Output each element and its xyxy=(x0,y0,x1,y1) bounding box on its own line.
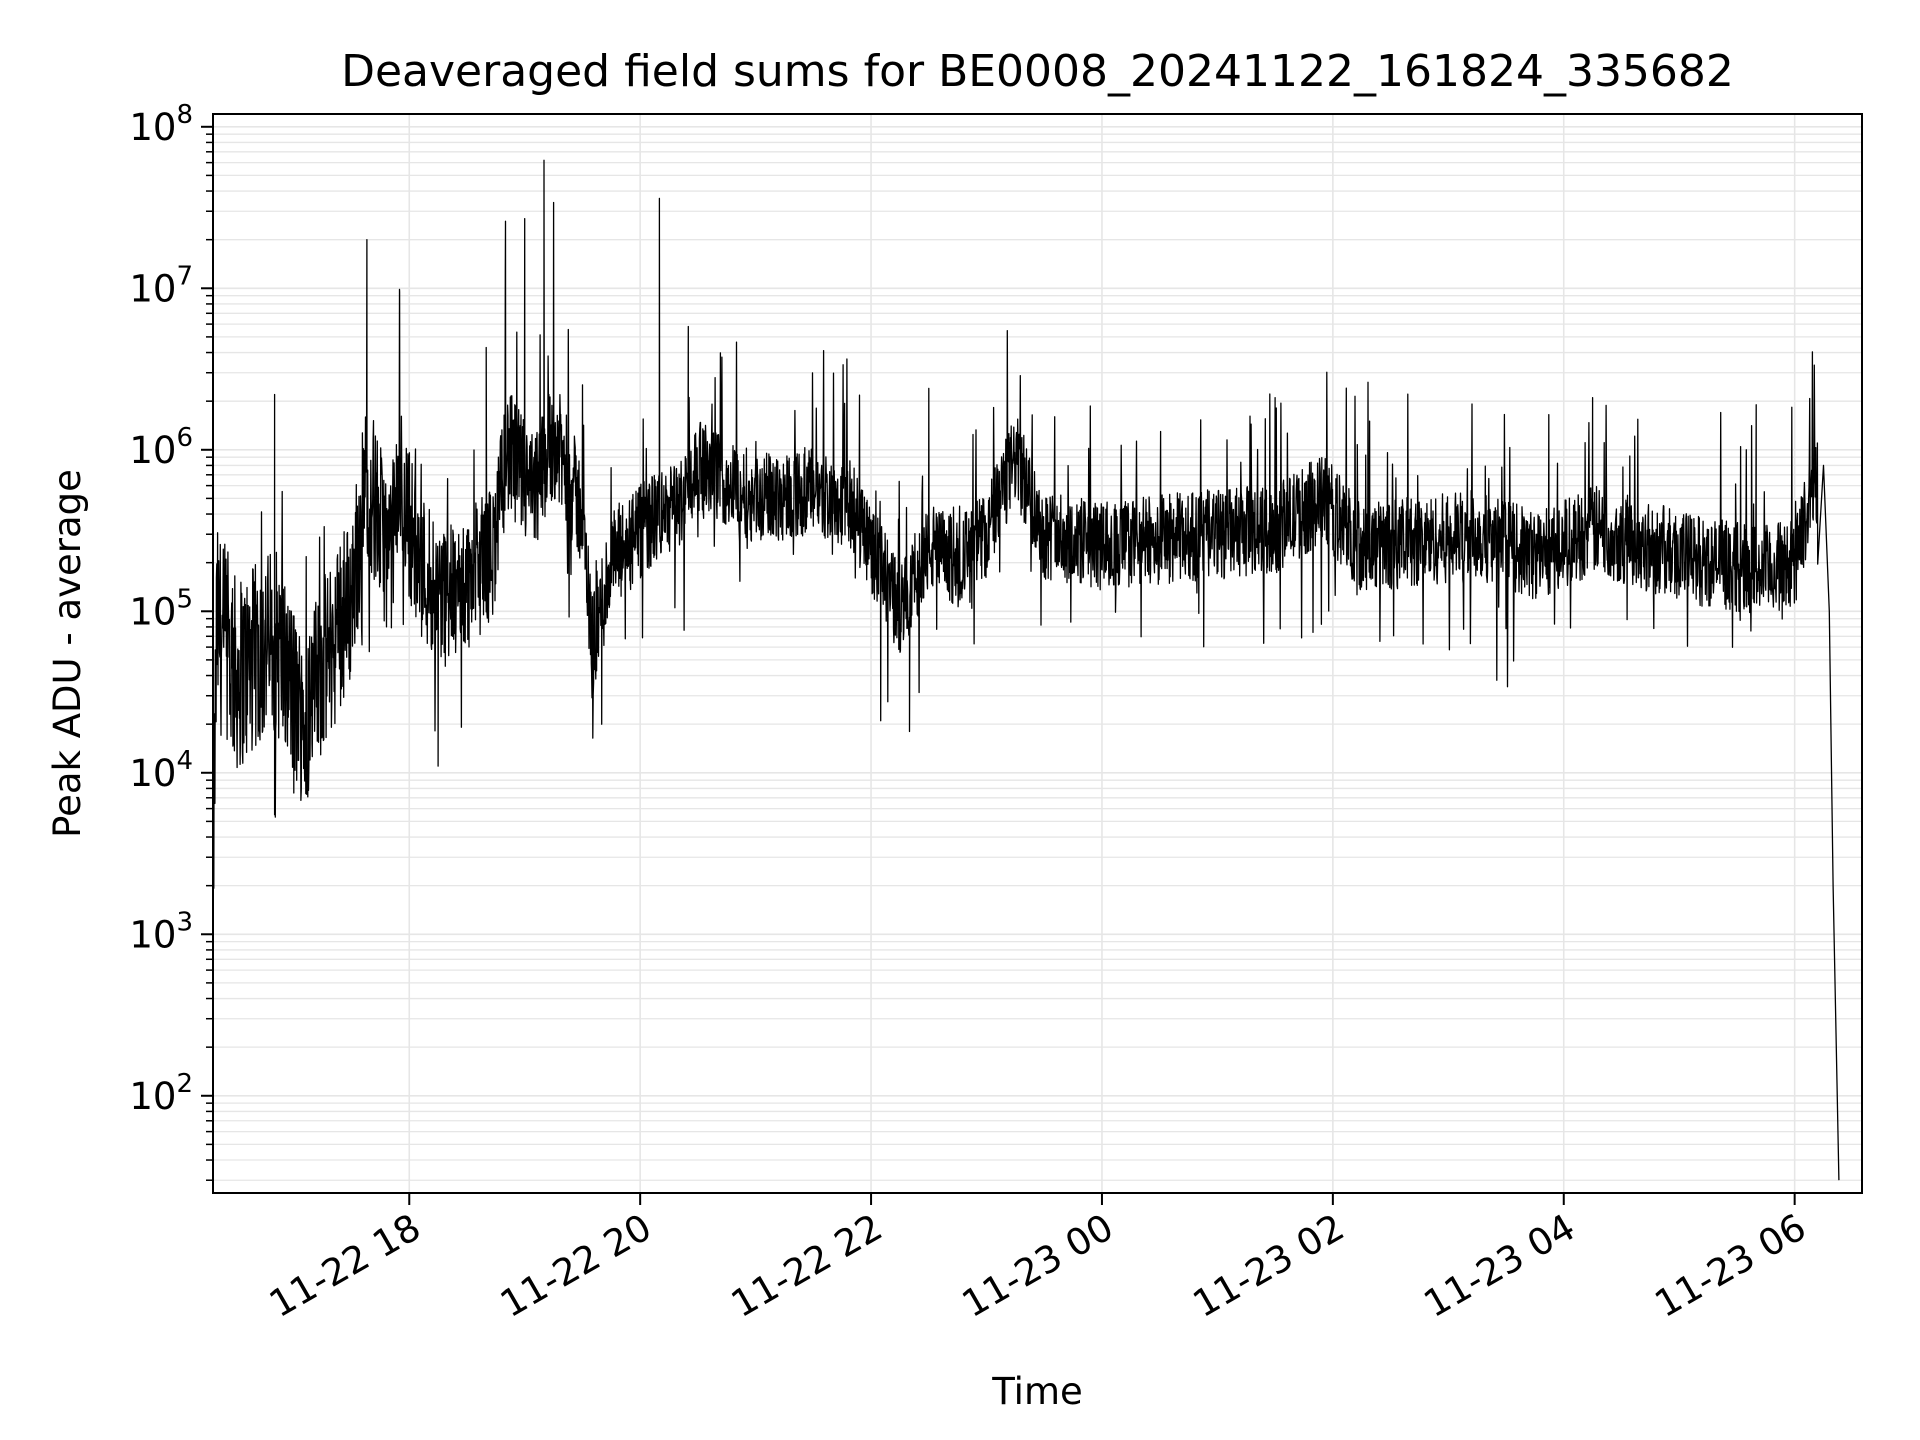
series-line xyxy=(212,159,1840,1181)
y-tick-label: 102 xyxy=(129,1069,193,1118)
y-tick-exponent: 6 xyxy=(176,423,193,453)
y-tick-base: 10 xyxy=(129,590,176,633)
y-tick-label: 107 xyxy=(129,261,193,310)
y-tick-exponent: 3 xyxy=(176,907,193,937)
y-tick-base: 10 xyxy=(129,1075,176,1118)
y-tick-exponent: 8 xyxy=(176,100,193,130)
series-layer xyxy=(212,159,1840,1181)
y-tick-label: 105 xyxy=(129,584,193,633)
y-tick-base: 10 xyxy=(129,752,176,795)
y-tick-label: 103 xyxy=(129,907,193,956)
y-tick-exponent: 7 xyxy=(176,261,193,291)
y-tick-base: 10 xyxy=(129,106,176,149)
plot-frame xyxy=(212,113,1863,1194)
y-tick-label: 108 xyxy=(129,100,193,149)
y-tick-exponent: 2 xyxy=(176,1069,193,1099)
y-axis-label: Peak ADU - average xyxy=(46,469,89,838)
y-tick-base: 10 xyxy=(129,267,176,310)
y-tick-base: 10 xyxy=(129,429,176,472)
y-tick-label: 104 xyxy=(129,746,193,795)
x-axis-label: Time xyxy=(991,1370,1083,1413)
y-tick-label: 106 xyxy=(129,423,193,472)
y-tick-exponent: 4 xyxy=(176,746,193,776)
y-tick-exponent: 5 xyxy=(176,584,193,614)
y-tick-base: 10 xyxy=(129,913,176,956)
chart-title: Deaveraged field sums for BE0008_2024112… xyxy=(341,46,1734,97)
